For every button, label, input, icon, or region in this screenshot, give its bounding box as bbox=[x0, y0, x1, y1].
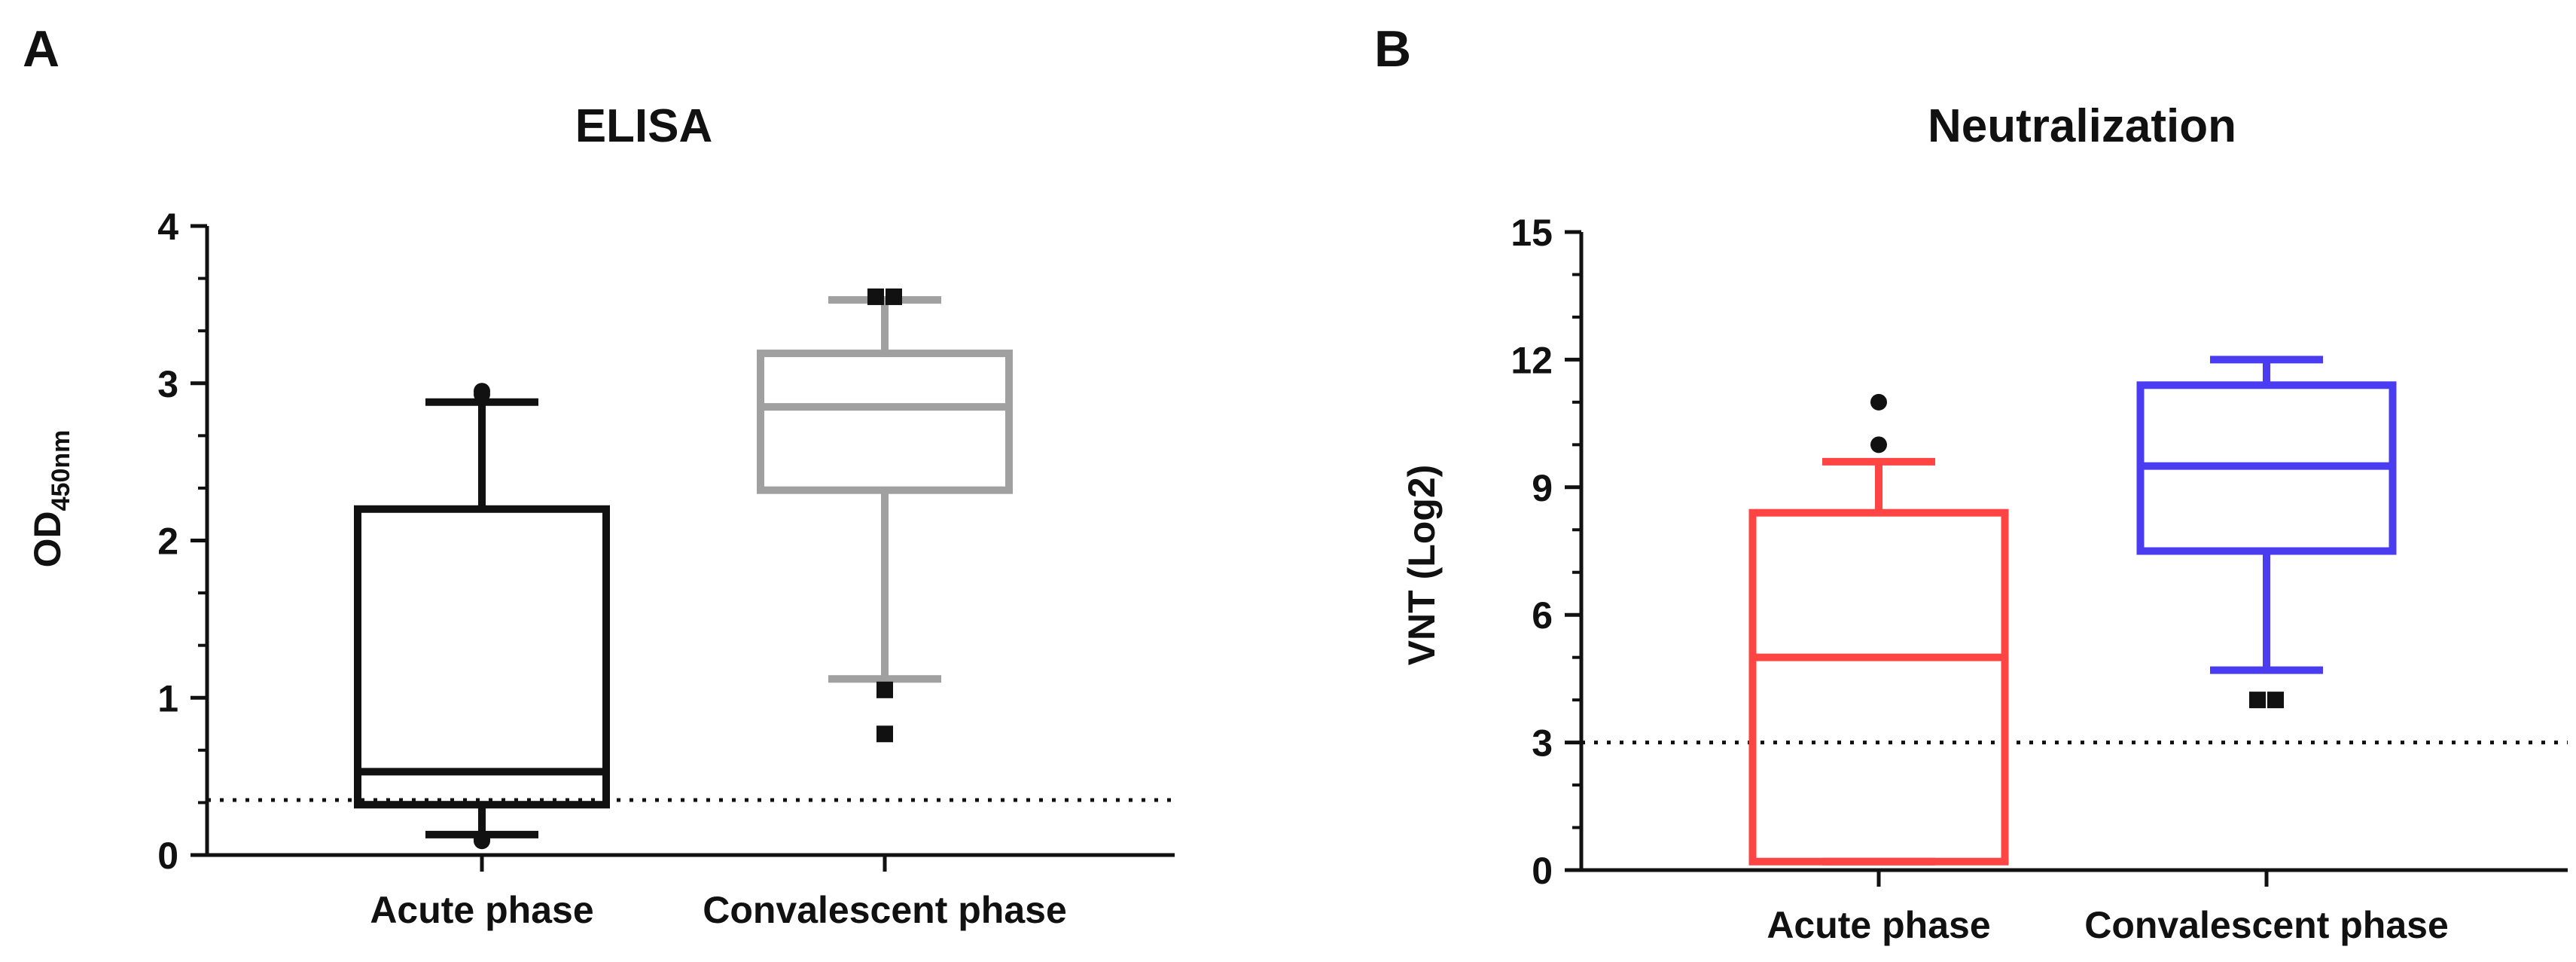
panel-b-category-label: Convalescent phase bbox=[2084, 904, 2449, 946]
panel-b-plot-area: 0 3 6 9 12 15 Acute phase Convalescent phase bbox=[1511, 212, 2568, 946]
outlier-point bbox=[2249, 692, 2266, 709]
panel-b-title: Neutralization bbox=[1928, 100, 2236, 152]
outlier-point bbox=[474, 832, 490, 850]
outlier-point bbox=[876, 681, 893, 698]
panel-b-y-tick-label: 12 bbox=[1511, 339, 1553, 381]
iqr-box bbox=[354, 505, 610, 809]
panel-a-category-label: Convalescent phase bbox=[703, 889, 1067, 931]
panel-a-y-tick-label: 2 bbox=[157, 521, 178, 563]
panel-a-y-label-main: OD bbox=[26, 511, 69, 567]
panel-b-letter: B bbox=[1374, 20, 1411, 78]
outlier-point bbox=[474, 386, 490, 403]
outlier-point bbox=[2267, 692, 2284, 709]
outlier-point bbox=[1870, 436, 1887, 454]
panel-a-title: ELISA bbox=[575, 100, 713, 152]
panel-a-box-acute bbox=[354, 383, 610, 850]
panel-b-y-tick-label: 3 bbox=[1532, 722, 1553, 765]
panel-b-y-tick-label: 9 bbox=[1532, 467, 1553, 509]
panel-b-category-label: Acute phase bbox=[1767, 904, 1990, 946]
panel-a-y-axis-label: OD450nm bbox=[26, 430, 75, 568]
panel-a-y-label-subscript: 450nm bbox=[47, 430, 75, 512]
panel-a-letter: A bbox=[23, 20, 59, 78]
panel-b-box-acute bbox=[1748, 393, 2009, 866]
outlier-point bbox=[1870, 393, 1887, 411]
panel-a-y-tick-label: 1 bbox=[157, 677, 178, 719]
panel-a-plot-area: 0 1 2 3 4 Acute phase Convalescent phase bbox=[157, 206, 1175, 931]
outlier-point bbox=[886, 288, 902, 305]
panel-b-y-tick-label: 6 bbox=[1532, 594, 1553, 637]
outlier-point bbox=[867, 288, 884, 305]
panel-a-y-tick-label: 4 bbox=[157, 206, 178, 248]
iqr-box bbox=[757, 350, 1013, 494]
iqr-box bbox=[1748, 508, 2009, 866]
panel-b-box-convalescent bbox=[2136, 356, 2397, 709]
panel-a-y-tick-label: 0 bbox=[157, 835, 178, 877]
outlier-point bbox=[876, 725, 893, 743]
panel-b-y-tick-label: 15 bbox=[1511, 212, 1553, 254]
panel-a: A ELISA OD450nm 0 1 2 3 4 Acute phase Convales… bbox=[23, 20, 1175, 931]
panel-a-category-label: Acute phase bbox=[370, 889, 593, 931]
panel-b-y-axis-label: VNT (Log2) bbox=[1401, 465, 1443, 666]
panel-a-y-tick-label: 3 bbox=[157, 363, 178, 405]
panel-b: B Neutralization VNT (Log2) 0 3 6 9 12 15 Acut… bbox=[1374, 20, 2568, 946]
panel-b-y-tick-label: 0 bbox=[1532, 850, 1553, 892]
panel-a-box-convalescent bbox=[757, 288, 1013, 743]
